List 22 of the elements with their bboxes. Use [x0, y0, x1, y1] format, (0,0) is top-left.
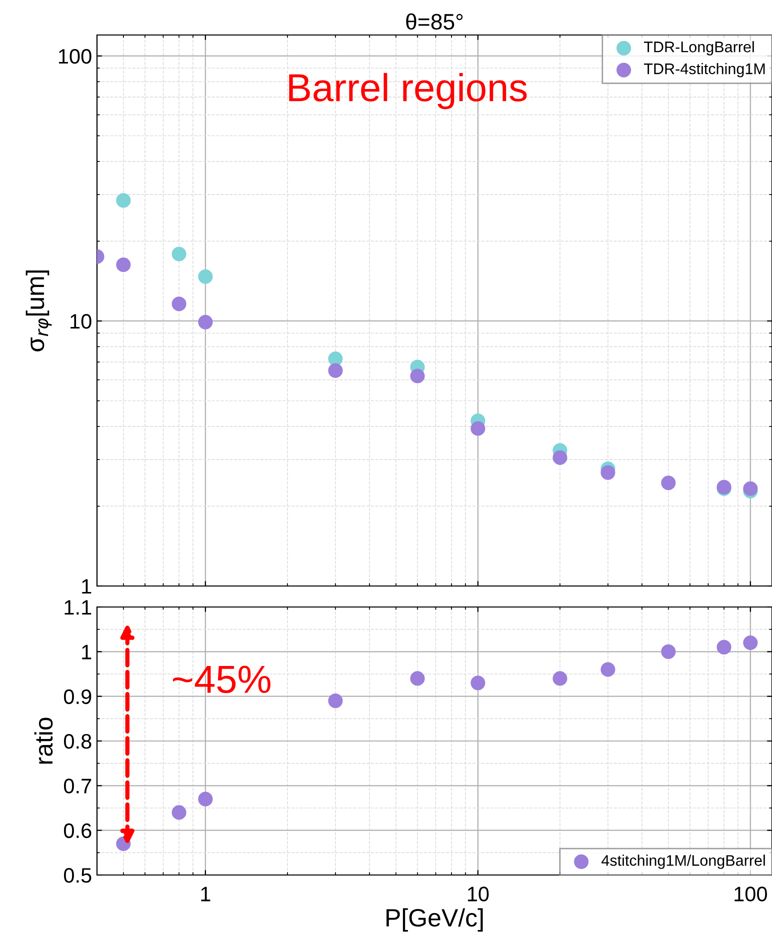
y-tick-label: 0.8 [64, 734, 92, 749]
chart-title: θ=85° [406, 13, 463, 30]
legend-label: TDR-4stitching1M [644, 62, 765, 78]
y-tick-label: 10 [70, 314, 92, 329]
annotation: Barrel regions [289, 72, 527, 110]
y-tick-label: 1 [82, 644, 92, 660]
y-tick-label: 1.1 [64, 600, 92, 615]
y-tick-label: 0.9 [64, 689, 92, 704]
x-axis-title: P[GeV/c] [386, 908, 483, 932]
y-axis-title: σ$_{rφ}$[um] [26, 270, 52, 352]
x-tick-label: 100 [734, 886, 767, 902]
legend-label: 4stitching1M/LongBarrel [602, 854, 765, 869]
x-tick-label: 10 [468, 886, 489, 902]
y-axis-title: ratio [34, 718, 53, 764]
y-tick-label: 0.6 [64, 823, 92, 838]
annotation: ~45% [173, 666, 270, 694]
y-tick-label: 100 [58, 48, 92, 64]
x-tick-label: 1 [201, 886, 210, 902]
legend-label: TDR-LongBarrel [644, 41, 754, 56]
y-tick-label: 0.5 [64, 868, 92, 883]
y-tick-label: 0.7 [64, 778, 92, 794]
y-tick-label: 1 [82, 579, 92, 594]
